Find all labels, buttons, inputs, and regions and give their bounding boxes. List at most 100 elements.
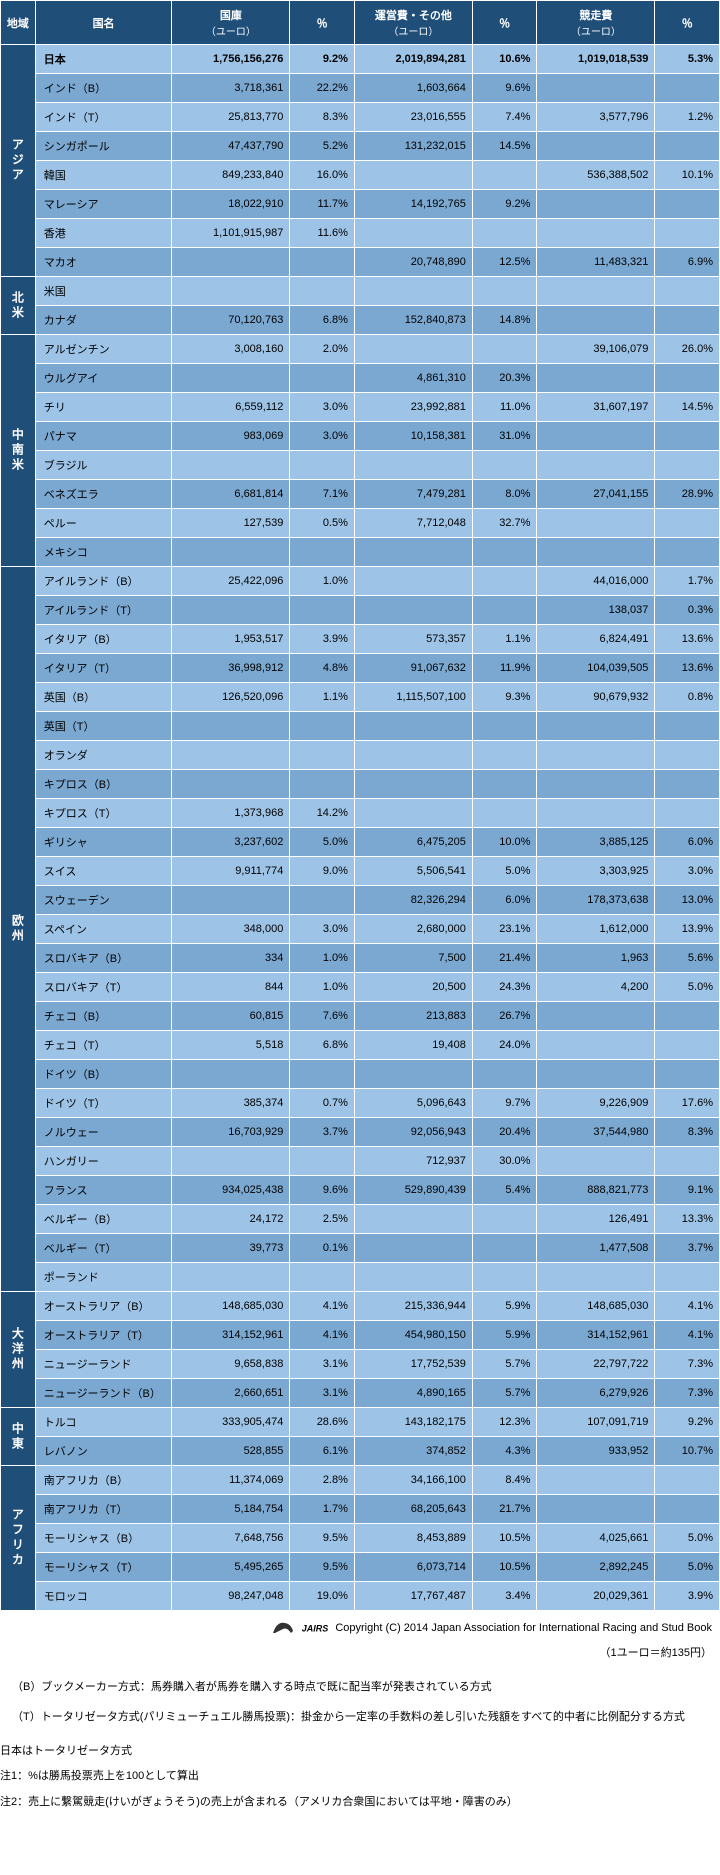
- country-cell: パナマ: [35, 422, 172, 451]
- table-row: ベルギー（B）24,1722.5%126,49113.3%: [1, 1205, 720, 1234]
- note-1: 注1：%は勝馬投票売上を100として算出: [0, 1767, 708, 1787]
- header-racing: 競走費（ユーロ）: [537, 1, 655, 45]
- treasury-cell: 1,101,915,987: [172, 219, 290, 248]
- treasury-pct-cell: 4.8%: [290, 654, 355, 683]
- country-cell: スウェーデン: [35, 886, 172, 915]
- table-row: 中南米アルゼンチン3,008,1602.0%39,106,07926.0%: [1, 335, 720, 364]
- operating-pct-cell: [472, 1263, 537, 1292]
- table-row: ポーランド: [1, 1263, 720, 1292]
- operating-cell: 131,232,015: [354, 132, 472, 161]
- copyright-text: Copyright (C) 2014 Japan Association for…: [335, 1622, 712, 1634]
- treasury-pct-cell: 1.0%: [290, 944, 355, 973]
- treasury-pct-cell: 6.1%: [290, 1437, 355, 1466]
- racing-cell: 148,685,030: [537, 1292, 655, 1321]
- operating-cell: [354, 799, 472, 828]
- header-country: 国名: [35, 1, 172, 45]
- racing-pct-cell: 8.3%: [655, 1118, 720, 1147]
- racing-pct-cell: 26.0%: [655, 335, 720, 364]
- operating-pct-cell: 32.7%: [472, 509, 537, 538]
- treasury-cell: 9,911,774: [172, 857, 290, 886]
- racing-cell: [537, 1060, 655, 1089]
- table-row: キプロス（B）: [1, 770, 720, 799]
- treasury-cell: [172, 770, 290, 799]
- data-table: 地域 国名 国庫（ユーロ） ％ 運営費・その他（ユーロ） ％ 競走費（ユーロ） …: [0, 0, 720, 1611]
- treasury-pct-cell: [290, 1263, 355, 1292]
- treasury-cell: 39,773: [172, 1234, 290, 1263]
- operating-cell: [354, 538, 472, 567]
- operating-pct-cell: [472, 1060, 537, 1089]
- racing-cell: 31,607,197: [537, 393, 655, 422]
- treasury-pct-cell: 1.1%: [290, 683, 355, 712]
- treasury-cell: [172, 248, 290, 277]
- operating-cell: 68,205,643: [354, 1495, 472, 1524]
- treasury-pct-cell: 0.1%: [290, 1234, 355, 1263]
- racing-cell: [537, 1147, 655, 1176]
- operating-cell: 8,453,889: [354, 1524, 472, 1553]
- racing-cell: 4,025,661: [537, 1524, 655, 1553]
- racing-pct-cell: [655, 1466, 720, 1495]
- euro-note: （1ユーロ＝約135円）: [0, 1642, 720, 1670]
- racing-pct-cell: 1.7%: [655, 567, 720, 596]
- racing-pct-cell: 5.0%: [655, 973, 720, 1002]
- racing-pct-cell: [655, 422, 720, 451]
- racing-cell: 6,824,491: [537, 625, 655, 654]
- header-racing-pct: ％: [655, 1, 720, 45]
- racing-cell: 1,963: [537, 944, 655, 973]
- country-cell: 南アフリカ（B）: [35, 1466, 172, 1495]
- treasury-pct-cell: 6.8%: [290, 1031, 355, 1060]
- racing-pct-cell: 3.0%: [655, 857, 720, 886]
- table-row: スロバキア（T）8441.0%20,50024.3%4,2005.0%: [1, 973, 720, 1002]
- operating-cell: 1,603,664: [354, 74, 472, 103]
- operating-pct-cell: [472, 596, 537, 625]
- racing-cell: 1,019,018,539: [537, 45, 655, 74]
- table-row: メキシコ: [1, 538, 720, 567]
- operating-pct-cell: 11.0%: [472, 393, 537, 422]
- operating-pct-cell: 21.7%: [472, 1495, 537, 1524]
- treasury-cell: 333,905,474: [172, 1408, 290, 1437]
- country-cell: フランス: [35, 1176, 172, 1205]
- operating-cell: 6,073,714: [354, 1553, 472, 1582]
- region-cell: 欧州: [1, 567, 36, 1292]
- operating-cell: 20,748,890: [354, 248, 472, 277]
- table-row: イタリア（T）36,998,9124.8%91,067,63211.9%104,…: [1, 654, 720, 683]
- treasury-pct-cell: 9.5%: [290, 1553, 355, 1582]
- treasury-pct-cell: 3.0%: [290, 393, 355, 422]
- region-cell: 中南米: [1, 335, 36, 567]
- racing-cell: 90,679,932: [537, 683, 655, 712]
- operating-cell: [354, 596, 472, 625]
- racing-cell: 888,821,773: [537, 1176, 655, 1205]
- racing-cell: 37,544,980: [537, 1118, 655, 1147]
- racing-cell: 107,091,719: [537, 1408, 655, 1437]
- racing-cell: [537, 306, 655, 335]
- treasury-cell: [172, 1263, 290, 1292]
- header-region: 地域: [1, 1, 36, 45]
- treasury-pct-cell: 0.7%: [290, 1089, 355, 1118]
- racing-cell: [537, 1002, 655, 1031]
- treasury-pct-cell: 3.9%: [290, 625, 355, 654]
- table-row: モーリシャス（B）7,648,7569.5%8,453,88910.5%4,02…: [1, 1524, 720, 1553]
- racing-pct-cell: [655, 741, 720, 770]
- country-cell: レバノン: [35, 1437, 172, 1466]
- operating-pct-cell: [472, 1205, 537, 1234]
- operating-pct-cell: [472, 567, 537, 596]
- treasury-cell: 148,685,030: [172, 1292, 290, 1321]
- treasury-pct-cell: [290, 741, 355, 770]
- treasury-pct-cell: 9.0%: [290, 857, 355, 886]
- treasury-pct-cell: 3.7%: [290, 1118, 355, 1147]
- treasury-pct-cell: 6.8%: [290, 306, 355, 335]
- operating-cell: [354, 161, 472, 190]
- operating-pct-cell: 8.0%: [472, 480, 537, 509]
- treasury-cell: 934,025,438: [172, 1176, 290, 1205]
- treasury-cell: 98,247,048: [172, 1582, 290, 1611]
- racing-pct-cell: [655, 277, 720, 306]
- treasury-pct-cell: [290, 538, 355, 567]
- operating-cell: 1,115,507,100: [354, 683, 472, 712]
- operating-pct-cell: 10.5%: [472, 1524, 537, 1553]
- table-row: 韓国849,233,84016.0%536,388,50210.1%: [1, 161, 720, 190]
- table-row: スロバキア（B）3341.0%7,50021.4%1,9635.6%: [1, 944, 720, 973]
- table-row: ペルー127,5390.5%7,712,04832.7%: [1, 509, 720, 538]
- operating-pct-cell: 11.9%: [472, 654, 537, 683]
- country-cell: イタリア（B）: [35, 625, 172, 654]
- racing-pct-cell: [655, 1002, 720, 1031]
- country-cell: 香港: [35, 219, 172, 248]
